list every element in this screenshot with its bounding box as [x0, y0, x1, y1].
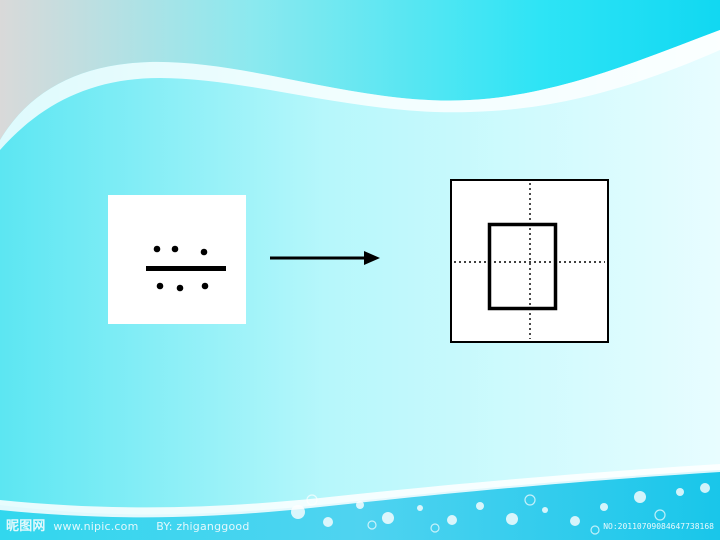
- grid-guides: [454, 183, 605, 339]
- inner-rectangle: [487, 222, 558, 311]
- watermark-site: www.nipic.com: [53, 520, 139, 533]
- watermark: 昵图网 www.nipic.com BY: zhiganggood: [6, 515, 250, 534]
- watermark-logo: 昵图网: [6, 519, 46, 534]
- symbol-card: [108, 195, 246, 324]
- dots-and-line-symbol: [146, 245, 226, 292]
- right-arrow-icon: [270, 251, 380, 265]
- image-id: NO:20110709084647738168: [603, 522, 714, 531]
- writing-grid: [450, 179, 609, 343]
- watermark-author: BY: zhiganggood: [156, 520, 250, 533]
